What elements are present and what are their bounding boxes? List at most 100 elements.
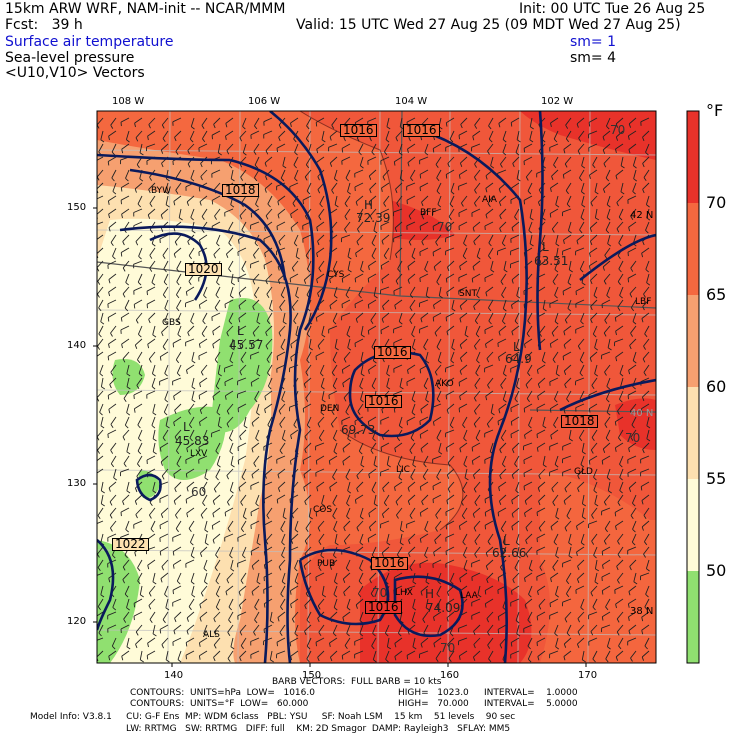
wind-barb-flag xyxy=(95,617,96,621)
wind-barb xyxy=(333,442,338,452)
wind-barb xyxy=(318,624,325,633)
wind-barb-flag xyxy=(341,655,344,660)
wind-barb xyxy=(189,130,195,140)
wind-barb-flag xyxy=(332,476,336,481)
wind-barb-flag xyxy=(614,447,617,452)
wind-barb xyxy=(133,208,143,213)
wind-barb-flag xyxy=(190,217,195,221)
wind-barb-flag xyxy=(294,633,299,637)
wind-barb xyxy=(280,338,286,348)
wind-barb xyxy=(135,312,143,321)
wind-barb xyxy=(541,234,546,244)
wind-barb xyxy=(580,182,585,192)
wind-barb xyxy=(211,169,221,175)
wind-barb xyxy=(199,195,208,203)
wind-barb-flag xyxy=(124,593,129,598)
wind-barb xyxy=(108,338,117,345)
wind-barb xyxy=(199,234,208,241)
wind-barb-flag xyxy=(159,447,162,452)
wind-barb-flag xyxy=(239,631,243,636)
wind-barb-flag xyxy=(200,371,204,376)
wind-barb xyxy=(108,273,117,280)
wind-barb xyxy=(502,364,507,374)
wind-barb xyxy=(276,351,286,357)
wind-barb-flag xyxy=(581,191,585,195)
wind-barb-flag xyxy=(603,163,607,168)
wind-barb-flag xyxy=(449,632,454,637)
wind-barb xyxy=(321,390,325,400)
wind-barb-flag xyxy=(139,178,144,182)
wind-barb xyxy=(176,572,182,582)
wind-barb xyxy=(107,312,117,318)
wind-barb xyxy=(341,312,351,317)
wind-barb-flag xyxy=(332,515,336,520)
wind-barb-flag xyxy=(538,527,542,532)
wind-barb-flag xyxy=(305,215,308,220)
wind-barb-flag xyxy=(135,137,139,142)
wind-barb-flag xyxy=(436,593,440,598)
wind-barb-flag xyxy=(251,565,254,570)
wind-barb xyxy=(120,468,130,473)
wind-barb xyxy=(229,442,234,452)
wind-barb xyxy=(330,416,338,425)
wind-barb-flag xyxy=(549,603,551,608)
wind-barb xyxy=(173,559,182,566)
wind-barb-flag xyxy=(396,437,401,442)
wind-barb-flag xyxy=(173,395,175,401)
wind-barb xyxy=(306,611,312,621)
wind-barb-flag xyxy=(277,214,280,219)
low-center-value: 45.57 xyxy=(229,338,264,352)
wind-barb xyxy=(511,182,520,189)
wind-barb xyxy=(646,273,650,283)
wind-barb-flag xyxy=(407,279,410,284)
wind-barb-flag xyxy=(368,369,370,375)
wind-barb-flag xyxy=(553,164,557,169)
wind-barb-flag xyxy=(305,372,309,376)
wind-barb-flag xyxy=(616,228,620,233)
wind-barb xyxy=(217,143,221,153)
wind-barb-flag xyxy=(591,514,594,519)
pressure-label: 1016 xyxy=(374,346,411,359)
wind-barb xyxy=(360,351,364,361)
wind-barb xyxy=(538,624,546,633)
wind-barb-flag xyxy=(642,241,645,246)
wind-barb-flag xyxy=(563,500,566,505)
wind-barb xyxy=(269,611,273,621)
wind-barb xyxy=(295,247,299,257)
wind-barb xyxy=(224,377,234,383)
wind-barb xyxy=(536,403,546,409)
wind-barb xyxy=(590,442,598,451)
wind-barb-flag xyxy=(619,463,623,468)
wind-barb-flag xyxy=(615,330,617,336)
wind-barb xyxy=(177,650,182,660)
wind-barb xyxy=(563,650,572,657)
wind-barb-flag xyxy=(523,148,526,153)
wind-barb-flag xyxy=(450,191,455,195)
wind-barb xyxy=(228,234,234,244)
wind-barb-flag xyxy=(111,151,116,156)
wind-barb-flag xyxy=(316,487,319,492)
wind-barb xyxy=(229,351,234,361)
wind-barb-flag xyxy=(400,529,405,533)
wind-barb xyxy=(501,455,507,465)
wind-barb-flag xyxy=(240,176,244,181)
wind-barb-flag xyxy=(627,278,630,283)
wind-barb-flag xyxy=(593,295,598,299)
wind-barb-flag xyxy=(566,515,570,520)
wind-barb xyxy=(589,260,598,267)
wind-barb xyxy=(343,520,351,528)
wind-barb xyxy=(529,117,533,127)
wind-barb-flag xyxy=(594,373,599,377)
wind-barb-flag xyxy=(356,527,360,532)
wind-barb xyxy=(458,377,468,383)
wind-barb xyxy=(303,273,312,281)
wind-barb xyxy=(630,429,637,438)
wind-barb xyxy=(563,637,572,645)
wind-barb-flag xyxy=(381,552,384,557)
wind-barb xyxy=(490,403,494,413)
wind-barb-flag xyxy=(368,527,372,532)
wind-barb-flag xyxy=(110,372,114,376)
wind-barb-flag xyxy=(203,633,207,637)
wind-barb xyxy=(267,195,273,205)
wind-barb xyxy=(448,208,455,217)
